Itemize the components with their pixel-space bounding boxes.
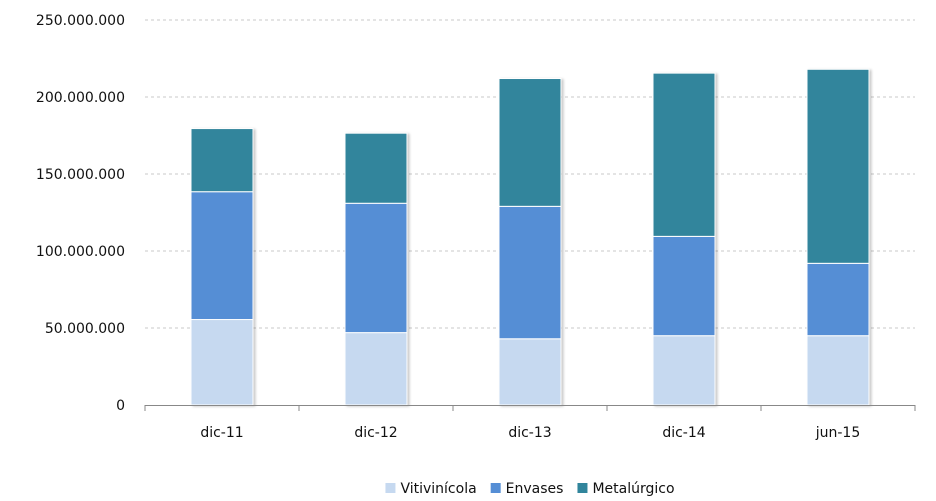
bar-stack — [652, 72, 716, 406]
legend-label: Vitivinícola — [400, 481, 476, 497]
bar-segment — [806, 68, 870, 264]
bar-stack — [806, 68, 870, 406]
legend-swatch — [490, 483, 501, 493]
bar-segment — [498, 78, 562, 207]
x-tick-label: dic-11 — [200, 425, 243, 441]
y-tick-label: 150.000.000 — [36, 167, 125, 183]
legend: Vitivinícola Envases Metalúrgico — [385, 481, 675, 497]
bars — [190, 68, 870, 406]
legend-item[interactable]: Metalúrgico — [577, 481, 675, 497]
x-axis-tick-labels: dic-11 dic-12 dic-13 dic-14 jun-15 — [200, 425, 860, 441]
x-axis — [144, 405, 916, 411]
y-tick-label: 100.000.000 — [36, 244, 125, 260]
bar-stack — [344, 132, 408, 406]
bar-segment — [190, 191, 254, 321]
x-tick-label: dic-12 — [354, 425, 397, 441]
legend-swatch — [385, 483, 396, 493]
bar-segment — [652, 235, 716, 337]
y-tick-label: 250.000.000 — [36, 13, 125, 29]
legend-item[interactable]: Envases — [490, 481, 564, 497]
bar-stack — [190, 128, 254, 406]
y-axis-tick-labels: 0 50.000.000 100.000.000 150.000.000 200.000… — [36, 13, 125, 414]
y-tick-label: 50.000.000 — [45, 321, 125, 337]
legend-label: Metalúrgico — [592, 481, 674, 497]
y-tick-label: 200.000.000 — [36, 90, 125, 106]
legend-swatch — [577, 483, 588, 493]
legend-label: Envases — [506, 481, 564, 497]
bar-segment — [190, 319, 254, 406]
bar-segment — [344, 132, 408, 204]
x-tick-label: dic-14 — [662, 425, 705, 441]
bar-stack — [498, 78, 562, 406]
bar-segment — [652, 335, 716, 406]
y-tick-label: 0 — [116, 398, 125, 414]
legend-item[interactable]: Vitivinícola — [385, 481, 477, 497]
bar-segment — [190, 128, 254, 193]
bar-segment — [806, 335, 870, 406]
bar-segment — [806, 262, 870, 337]
bar-segment — [344, 202, 408, 334]
bar-segment — [498, 338, 562, 406]
x-tick-label: jun-15 — [815, 425, 861, 441]
bar-segment — [498, 205, 562, 340]
bar-segment — [652, 72, 716, 237]
bar-segment — [344, 332, 408, 406]
x-tick-label: dic-13 — [508, 425, 551, 441]
